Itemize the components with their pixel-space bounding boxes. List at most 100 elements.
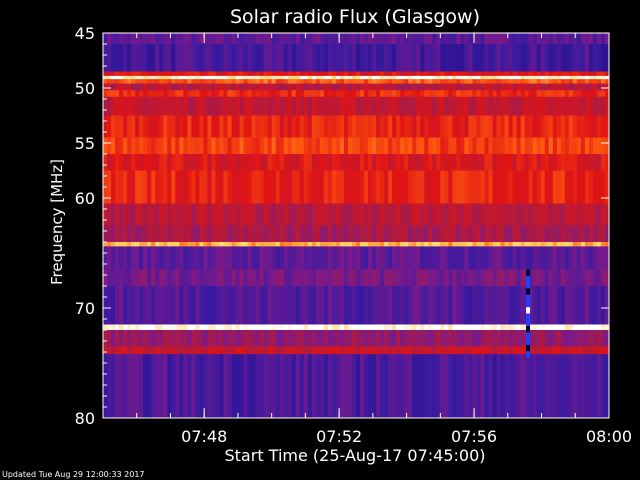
band-cell — [544, 330, 550, 347]
band-cell — [303, 75, 309, 80]
band-cell — [444, 286, 449, 325]
band-cell — [331, 246, 337, 270]
band-cell — [472, 330, 477, 347]
frequency-band — [103, 137, 610, 155]
band-cell — [111, 33, 116, 45]
band-cell — [131, 83, 136, 91]
band-cell — [388, 203, 393, 226]
band-cell — [243, 79, 248, 84]
band-cell — [560, 75, 566, 80]
band-cell — [384, 79, 389, 84]
band-cell — [283, 286, 289, 325]
band-cell — [327, 96, 333, 116]
band-cell — [512, 154, 518, 171]
band-cell — [319, 324, 325, 331]
band-cell — [227, 203, 232, 226]
band-cell — [159, 286, 164, 325]
band-cell — [199, 225, 204, 243]
band-cell — [275, 203, 281, 226]
band-cell — [376, 83, 381, 91]
band-cell — [544, 324, 550, 331]
band-cell — [596, 246, 602, 270]
band-cell — [360, 324, 365, 331]
band-cell — [452, 75, 457, 80]
band-cell — [191, 33, 196, 45]
band-cell — [207, 354, 212, 419]
band-cell — [372, 354, 377, 419]
band-cell — [319, 246, 325, 270]
band-cell — [331, 44, 337, 72]
band-cell — [468, 90, 473, 97]
band-cell — [420, 346, 425, 355]
band-cell — [488, 346, 493, 355]
band-cell — [183, 33, 188, 45]
band-cell — [532, 71, 538, 77]
band-cell — [131, 203, 136, 226]
band-cell — [131, 269, 136, 287]
band-cell — [460, 346, 465, 355]
band-cell — [315, 354, 321, 419]
band-cell — [255, 242, 261, 247]
band-cell — [412, 96, 417, 116]
band-cell — [127, 90, 132, 97]
band-cell — [392, 203, 397, 226]
band-cell — [143, 154, 148, 171]
band-cell — [287, 96, 293, 116]
band-cell — [239, 137, 244, 155]
band-cell — [512, 346, 518, 355]
band-cell — [287, 286, 293, 325]
band-cell — [464, 203, 469, 226]
band-cell — [327, 79, 333, 84]
band-cell — [111, 354, 116, 419]
band-cell — [287, 225, 293, 243]
band-cell — [299, 71, 305, 77]
band-cell — [564, 71, 570, 77]
band-cell — [488, 137, 493, 155]
band-cell — [516, 79, 522, 84]
frequency-band — [103, 75, 610, 80]
band-cell — [327, 75, 333, 80]
band-cell — [235, 96, 240, 116]
band-cell — [147, 242, 152, 247]
band-cell — [400, 170, 405, 204]
band-cell — [275, 83, 281, 91]
band-cell — [267, 75, 273, 80]
band-cell — [287, 242, 293, 247]
band-cell — [283, 354, 289, 419]
band-cell — [147, 330, 152, 347]
band-cell — [576, 330, 582, 347]
band-cell — [263, 75, 269, 80]
band-cell — [356, 246, 361, 270]
band-cell — [211, 286, 216, 325]
band-cell — [524, 44, 530, 72]
band-cell — [560, 246, 566, 270]
band-cell — [428, 346, 433, 355]
band-cell — [259, 246, 265, 270]
band-cell — [183, 79, 188, 84]
band-cell — [372, 269, 377, 287]
band-cell — [207, 269, 212, 287]
band-cell — [207, 33, 212, 45]
band-cell — [323, 330, 329, 347]
band-cell — [360, 79, 365, 84]
band-cell — [424, 79, 429, 84]
band-cell — [508, 90, 514, 97]
band-cell — [596, 115, 602, 138]
band-cell — [568, 83, 574, 91]
band-cell — [291, 75, 297, 80]
band-cell — [360, 154, 365, 171]
band-cell — [448, 79, 453, 84]
band-cell — [500, 324, 505, 331]
band-cell — [139, 83, 144, 91]
band-cell — [400, 83, 405, 91]
band-cell — [548, 346, 554, 355]
band-cell — [516, 246, 522, 270]
band-cell — [580, 44, 586, 72]
band-cell — [267, 33, 273, 45]
band-cell — [235, 324, 240, 331]
band-cell — [392, 71, 397, 77]
band-cell — [307, 286, 313, 325]
band-cell — [311, 96, 317, 116]
band-cell — [412, 79, 417, 84]
band-cell — [115, 225, 120, 243]
